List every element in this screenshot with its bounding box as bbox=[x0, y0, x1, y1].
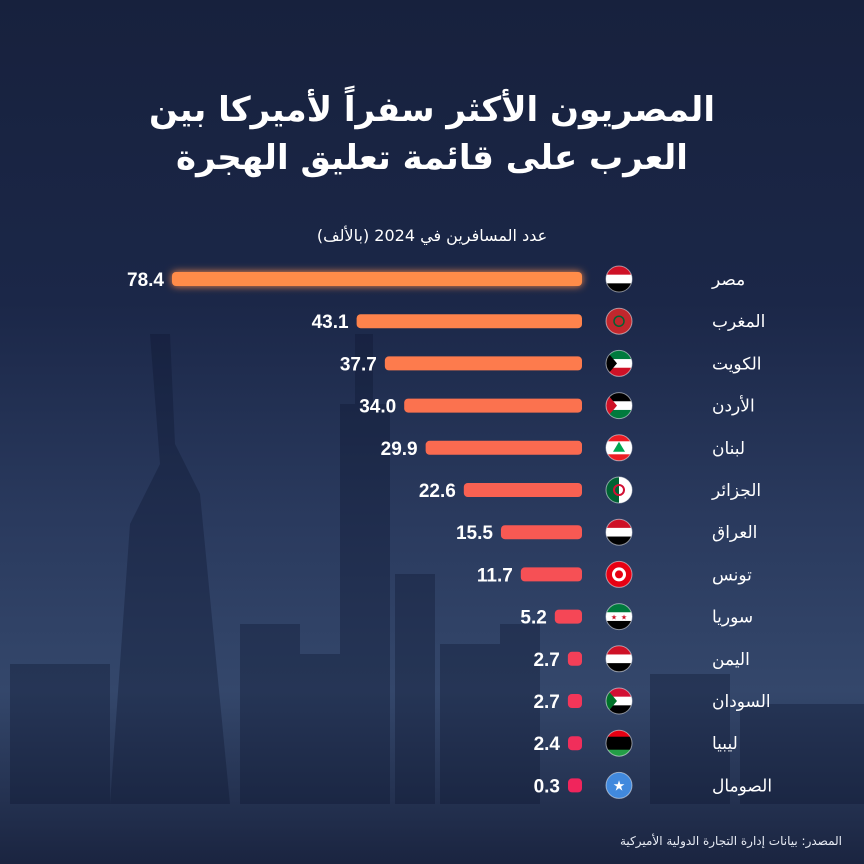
lebanon-flag-icon bbox=[605, 434, 633, 462]
title-line-2: العرب على قائمة تعليق الهجرة bbox=[176, 138, 688, 178]
data-label: 34.0 bbox=[359, 397, 396, 418]
category-label: سوريا bbox=[712, 608, 753, 628]
tunisia-flag-icon bbox=[605, 560, 633, 588]
category-label: السودان bbox=[712, 692, 771, 712]
data-label: 78.4 bbox=[127, 270, 164, 291]
morocco-flag-icon bbox=[605, 307, 633, 335]
category-label: العراق bbox=[712, 523, 757, 543]
category-label: الكويت bbox=[712, 354, 762, 374]
bar bbox=[500, 525, 582, 540]
bar bbox=[567, 694, 582, 708]
bar bbox=[356, 314, 582, 329]
category-label: المغرب bbox=[712, 312, 765, 332]
data-label: 29.9 bbox=[381, 439, 418, 460]
data-label: 2.7 bbox=[533, 692, 559, 713]
bar bbox=[404, 398, 582, 413]
svg-text:★: ★ bbox=[611, 614, 617, 622]
chart-subtitle: عدد المسافرين في 2024 (بالألف) bbox=[316, 226, 548, 245]
yemen-flag-icon bbox=[605, 645, 633, 673]
svg-text:★: ★ bbox=[613, 778, 626, 794]
svg-text:★: ★ bbox=[621, 614, 627, 622]
egypt-flag-icon bbox=[605, 265, 633, 293]
category-label: لبنان bbox=[712, 439, 745, 459]
bar bbox=[425, 440, 582, 455]
data-label: 43.1 bbox=[312, 312, 349, 333]
data-label: 22.6 bbox=[419, 481, 456, 502]
category-label: ليبيا bbox=[712, 734, 738, 754]
category-label: الصومال bbox=[712, 776, 772, 796]
kuwait-flag-icon bbox=[605, 349, 633, 377]
sudan-flag-icon bbox=[605, 687, 633, 715]
bar bbox=[172, 272, 582, 286]
bar bbox=[568, 736, 582, 751]
title-line-1: المصريون الأكثر سفراً لأميركا بين bbox=[149, 90, 715, 130]
category-label: مصر bbox=[711, 270, 745, 290]
chart-title: المصريون الأكثر سفراً لأميركا بين العرب … bbox=[0, 86, 864, 182]
data-label: 15.5 bbox=[456, 523, 493, 544]
jordan-flag-icon bbox=[605, 392, 633, 420]
bar bbox=[463, 483, 582, 497]
data-label: 2.7 bbox=[533, 650, 559, 671]
city-skyline-background bbox=[10, 334, 864, 804]
data-label: 2.4 bbox=[534, 734, 561, 755]
algeria-flag-icon bbox=[605, 476, 633, 504]
bar bbox=[568, 778, 582, 793]
category-label: الجزائر bbox=[711, 481, 761, 501]
syria-flag-icon: ★ ★ bbox=[605, 603, 633, 631]
libya-flag-icon bbox=[605, 729, 633, 757]
bar bbox=[554, 609, 582, 624]
source-note: المصدر: بيانات إدارة التجارة الدولية الأ… bbox=[619, 834, 842, 848]
somalia-flag-icon: ★ bbox=[605, 771, 633, 799]
category-label: تونس bbox=[712, 565, 752, 585]
bar bbox=[567, 651, 582, 666]
data-label: 11.7 bbox=[477, 565, 513, 586]
category-label: اليمن bbox=[712, 650, 750, 670]
category-label: الأردن bbox=[712, 396, 755, 417]
data-label: 0.3 bbox=[534, 776, 560, 797]
bar bbox=[520, 567, 582, 582]
data-label: 37.7 bbox=[340, 354, 377, 375]
iraq-flag-icon bbox=[605, 518, 633, 546]
data-label: 5.2 bbox=[520, 608, 546, 629]
bar bbox=[384, 356, 582, 371]
